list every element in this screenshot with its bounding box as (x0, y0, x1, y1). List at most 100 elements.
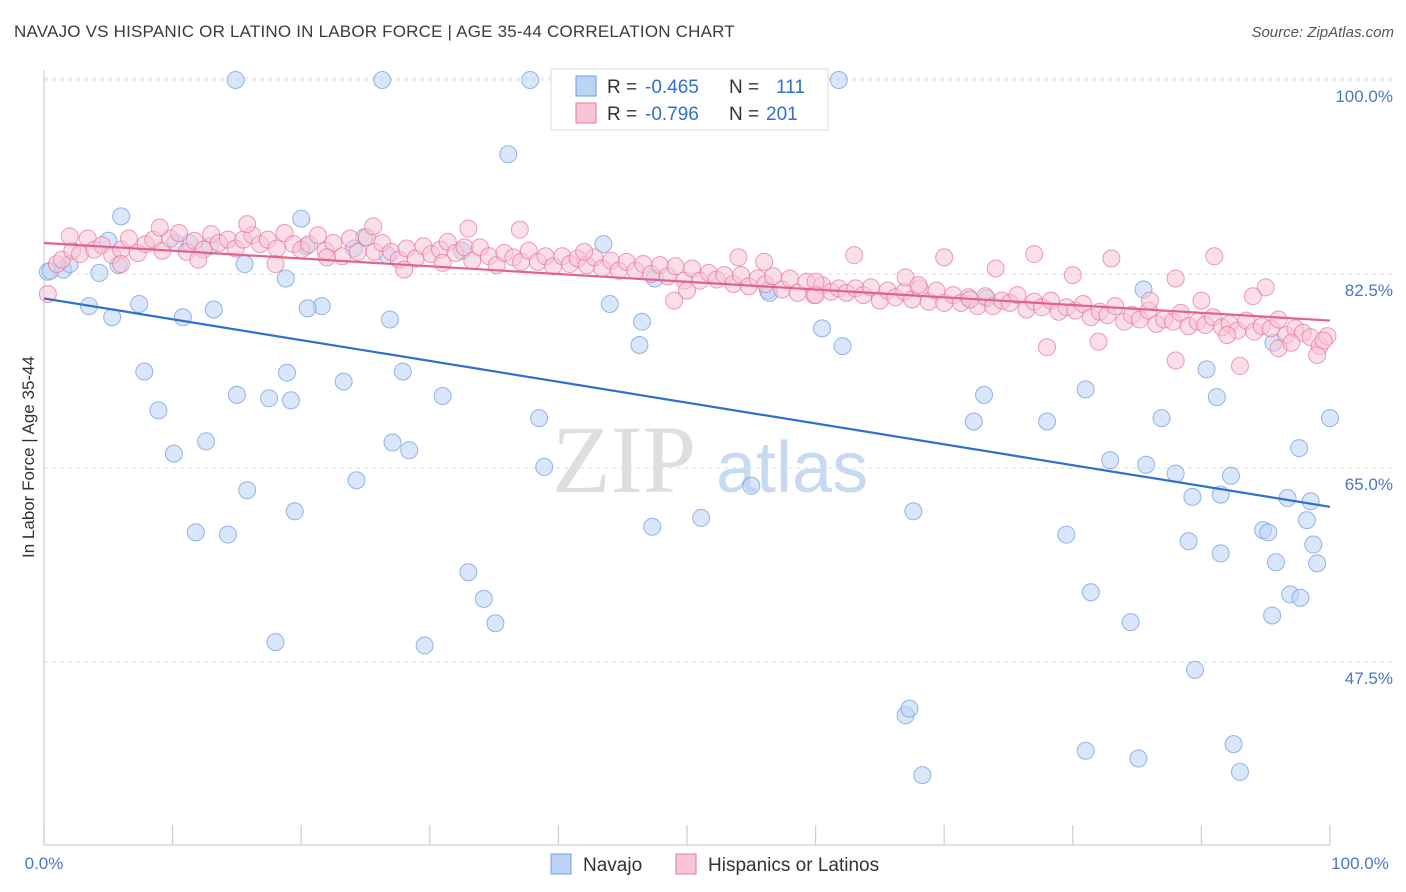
data-point (197, 432, 216, 451)
data-point (1321, 409, 1339, 428)
data-point (935, 248, 954, 267)
data-point (459, 563, 478, 582)
data-point (433, 386, 452, 405)
data-point (226, 71, 245, 89)
data-point (281, 391, 300, 410)
y-axis-label: In Labor Force | Age 35-44 (19, 356, 38, 558)
y-tick-label: 65.0% (1345, 475, 1393, 494)
data-point (1089, 332, 1108, 351)
data-point (986, 259, 1005, 278)
data-point (913, 766, 932, 785)
data-point (364, 217, 383, 236)
data-point (164, 444, 183, 463)
data-point (1038, 338, 1057, 357)
stats-swatch-navajo (575, 75, 597, 97)
stats-legend-box (550, 68, 829, 131)
data-point (90, 263, 109, 282)
x-ticks (43, 825, 1331, 845)
data-point (1063, 266, 1082, 285)
y-tick-label: 100.0% (1335, 87, 1393, 106)
data-point (1256, 278, 1275, 297)
chart-title: NAVAJO VS HISPANIC OR LATINO IN LABOR FO… (14, 22, 735, 41)
data-point (1166, 269, 1185, 288)
stats-swatch-hispanic (575, 102, 597, 124)
data-point (486, 614, 505, 633)
data-point (1140, 291, 1159, 310)
stats-n-value-hispanic: 201 (766, 104, 798, 125)
data-point (235, 255, 254, 274)
data-point (1057, 525, 1076, 544)
data-point (1137, 455, 1156, 474)
stats-r-label-navajo: R = (607, 77, 637, 98)
data-point (1076, 741, 1095, 760)
data-point (334, 372, 353, 391)
y-tick-label: 82.5% (1345, 281, 1393, 300)
data-point (298, 299, 317, 318)
stats-n-label-hispanic: N = (729, 104, 759, 125)
data-point (1166, 464, 1185, 483)
data-point (742, 476, 761, 495)
data-point (1205, 247, 1224, 266)
data-point (112, 207, 131, 226)
data-point (755, 252, 774, 271)
data-point (1192, 291, 1211, 310)
data-point (218, 525, 237, 544)
legend-label-hispanic: Hispanics or Latinos (708, 855, 879, 876)
data-point (904, 502, 923, 521)
data-point (510, 220, 529, 239)
grid (44, 77, 1395, 663)
data-point (630, 335, 649, 354)
data-point (1102, 249, 1121, 268)
data-point (400, 441, 419, 460)
data-point (535, 457, 554, 476)
data-point (267, 239, 286, 258)
data-point (1266, 553, 1285, 572)
data-point (1243, 287, 1262, 306)
data-point (1074, 294, 1093, 313)
data-point (308, 226, 327, 245)
data-point (964, 412, 983, 431)
data-point (227, 385, 246, 404)
data-point (1221, 466, 1240, 485)
data-point (1152, 409, 1171, 428)
data-point (1081, 583, 1100, 602)
data-point (238, 215, 257, 234)
data-point (170, 224, 189, 242)
data-point (474, 589, 493, 608)
data-point (975, 385, 994, 404)
data-point (112, 255, 131, 274)
data-point (1301, 492, 1320, 511)
stats-r-value-hispanic: -0.796 (645, 104, 699, 125)
data-point (149, 401, 168, 420)
data-point (1185, 660, 1204, 679)
data-point (189, 250, 208, 269)
data-point (266, 633, 285, 652)
data-point (1121, 613, 1140, 632)
data-point (575, 242, 594, 261)
data-point (1263, 606, 1282, 625)
data-point (665, 291, 684, 310)
data-point (1101, 451, 1120, 470)
data-point (373, 71, 392, 89)
x-tick-label-max: 100.0% (1331, 854, 1389, 873)
data-point (692, 508, 711, 527)
data-point (238, 481, 257, 500)
data-point (433, 253, 452, 272)
trend-line (43, 241, 1331, 322)
data-point (1129, 749, 1148, 768)
source-label: Source: ZipAtlas.com (1251, 24, 1394, 41)
trend-line (43, 297, 1331, 508)
data-point (521, 71, 540, 89)
data-point (1207, 388, 1226, 407)
data-point (632, 312, 651, 331)
data-point (292, 209, 311, 228)
data-point (1230, 357, 1249, 376)
data-point (833, 337, 852, 356)
series-1 (38, 215, 1337, 376)
data-point (260, 389, 279, 408)
data-point (380, 310, 399, 329)
stats-n-value-navajo: 111 (776, 77, 805, 98)
data-point (1290, 439, 1309, 458)
data-point (1224, 735, 1243, 754)
data-point (1282, 333, 1301, 352)
